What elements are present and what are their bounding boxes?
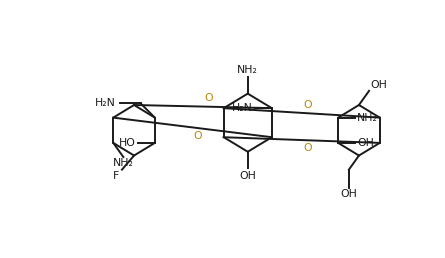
Text: NH₂: NH₂ bbox=[237, 65, 258, 75]
Text: OH: OH bbox=[370, 79, 387, 90]
Text: H₂N: H₂N bbox=[232, 103, 253, 113]
Text: H₂N: H₂N bbox=[94, 99, 115, 108]
Text: O: O bbox=[204, 93, 213, 103]
Text: O: O bbox=[194, 131, 202, 141]
Text: OH: OH bbox=[340, 189, 357, 199]
Text: OH: OH bbox=[357, 138, 374, 148]
Text: F: F bbox=[113, 171, 119, 181]
Text: O: O bbox=[303, 100, 312, 110]
Text: NH₂: NH₂ bbox=[357, 113, 378, 123]
Text: HO: HO bbox=[119, 138, 136, 148]
Text: O: O bbox=[303, 143, 312, 153]
Text: NH₂: NH₂ bbox=[113, 158, 134, 168]
Text: OH: OH bbox=[239, 171, 256, 181]
